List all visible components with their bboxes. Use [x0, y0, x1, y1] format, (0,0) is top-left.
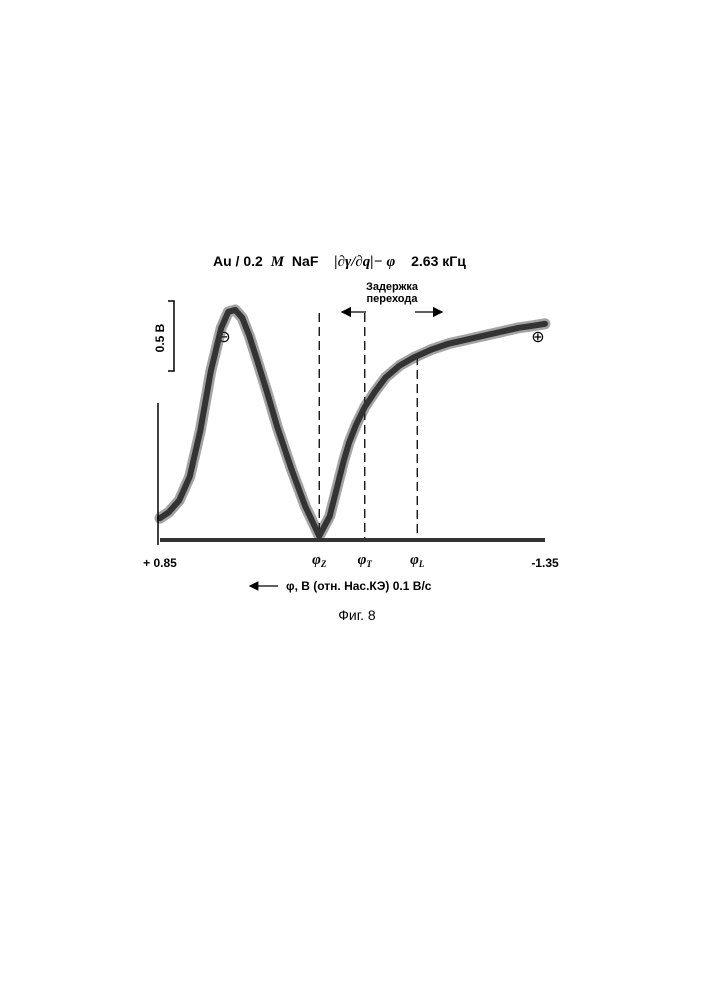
marker-label-t: φT	[358, 552, 373, 569]
marker-label-l: φL	[410, 552, 425, 569]
title-function: |∂γ/∂q|− φ	[334, 254, 395, 270]
title-frequency: 2.63 кГц	[411, 253, 466, 269]
transition-delay-label-1: Задержка	[366, 281, 419, 293]
plot-area	[160, 310, 545, 540]
scale-bar	[168, 301, 174, 371]
marker-label-z: φZ	[312, 552, 327, 569]
marker-labels: φZ φT φL	[312, 552, 425, 569]
figure-caption: Фиг. 8	[338, 607, 376, 623]
title-prefix: Au / 0.2	[213, 253, 263, 269]
x-tick-label-end: -1.35	[531, 556, 559, 570]
title-molar: M	[270, 254, 285, 270]
x-tick-label-start: + 0.85	[143, 556, 177, 570]
title-salt: NaF	[292, 253, 319, 269]
chart-title: Au / 0.2 M NaF |∂γ/∂q|− φ 2.63 кГц	[213, 253, 466, 270]
transition-delay-label-2: перехода	[367, 293, 419, 305]
scale-bar-label: 0.5 В	[153, 323, 167, 352]
x-axis-label: φ, В (отн. Нас.КЭ) 0.1 В/с	[286, 579, 432, 593]
